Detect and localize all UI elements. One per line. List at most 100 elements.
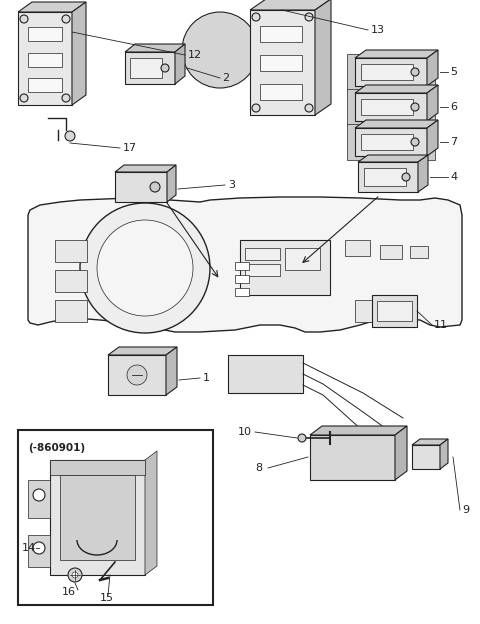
Bar [355, 58, 427, 86]
Bar [285, 248, 320, 270]
Text: 10: 10 [238, 427, 252, 437]
Polygon shape [427, 120, 438, 156]
Text: 14: 14 [22, 543, 36, 553]
Bar [235, 262, 249, 270]
Bar [235, 275, 249, 283]
Bar [358, 162, 418, 192]
Circle shape [305, 104, 313, 112]
Polygon shape [395, 426, 407, 480]
Bar [412, 445, 440, 469]
Bar [50, 460, 145, 475]
Circle shape [161, 64, 169, 72]
Bar [361, 64, 413, 80]
Polygon shape [355, 85, 438, 93]
Polygon shape [355, 120, 438, 128]
Polygon shape [145, 451, 157, 575]
Bar [345, 240, 370, 256]
Polygon shape [310, 426, 407, 435]
Bar [361, 134, 413, 150]
Circle shape [20, 94, 28, 102]
Bar [18, 430, 213, 605]
Bar [260, 55, 302, 71]
Bar [108, 355, 166, 395]
Text: 7: 7 [450, 137, 457, 147]
Polygon shape [175, 44, 185, 84]
Bar [115, 172, 167, 202]
Polygon shape [28, 197, 462, 332]
Polygon shape [412, 439, 448, 445]
Text: 8: 8 [255, 463, 262, 473]
Bar [28, 27, 62, 41]
Bar [355, 93, 427, 121]
Bar [28, 480, 50, 518]
Bar [347, 124, 435, 160]
Text: 16: 16 [62, 587, 76, 597]
Polygon shape [440, 439, 448, 469]
Text: 17: 17 [123, 143, 137, 153]
Text: 15: 15 [100, 593, 114, 603]
Bar [240, 240, 330, 295]
Circle shape [402, 173, 410, 181]
Bar [235, 288, 249, 296]
Circle shape [127, 365, 147, 385]
Text: 4: 4 [450, 172, 457, 182]
Polygon shape [166, 347, 177, 395]
Polygon shape [315, 0, 331, 115]
Circle shape [182, 12, 258, 88]
Circle shape [33, 489, 45, 501]
Circle shape [72, 572, 78, 578]
Circle shape [97, 220, 193, 316]
Text: 3: 3 [228, 180, 235, 190]
Circle shape [411, 103, 419, 111]
Circle shape [62, 94, 70, 102]
Polygon shape [250, 0, 331, 10]
Bar [55, 270, 87, 292]
Bar [245, 264, 280, 276]
Text: 13: 13 [371, 25, 385, 35]
Bar [347, 54, 435, 90]
Bar [130, 58, 162, 78]
Circle shape [62, 15, 70, 23]
Bar [410, 246, 428, 258]
Polygon shape [355, 50, 438, 58]
Bar [250, 10, 315, 115]
Text: 2: 2 [222, 73, 229, 83]
Bar [50, 460, 145, 575]
Bar [28, 53, 62, 67]
Bar [55, 240, 87, 262]
Polygon shape [72, 2, 86, 105]
Text: 12: 12 [188, 50, 202, 60]
Polygon shape [358, 155, 428, 162]
Polygon shape [418, 155, 428, 192]
Circle shape [252, 104, 260, 112]
Bar [260, 84, 302, 100]
Bar [28, 535, 50, 567]
Circle shape [68, 568, 82, 582]
Circle shape [65, 131, 75, 141]
Circle shape [150, 182, 160, 192]
Polygon shape [115, 165, 176, 172]
Text: 1: 1 [203, 373, 210, 383]
Text: (-860901): (-860901) [28, 443, 85, 453]
Circle shape [80, 203, 210, 333]
Bar [228, 355, 303, 393]
Bar [355, 128, 427, 156]
Bar [18, 12, 72, 105]
Bar [347, 89, 435, 125]
Polygon shape [18, 2, 86, 12]
Bar [355, 300, 415, 322]
Circle shape [20, 15, 28, 23]
Bar [372, 295, 417, 327]
Bar [361, 99, 413, 115]
Bar [245, 248, 280, 260]
Circle shape [252, 13, 260, 21]
Bar [28, 78, 62, 92]
Polygon shape [427, 85, 438, 121]
Circle shape [411, 138, 419, 146]
Text: 9: 9 [462, 505, 469, 515]
Bar [364, 168, 406, 186]
Bar [377, 301, 412, 321]
Bar [260, 26, 302, 42]
Circle shape [33, 542, 45, 554]
Bar [125, 52, 175, 84]
